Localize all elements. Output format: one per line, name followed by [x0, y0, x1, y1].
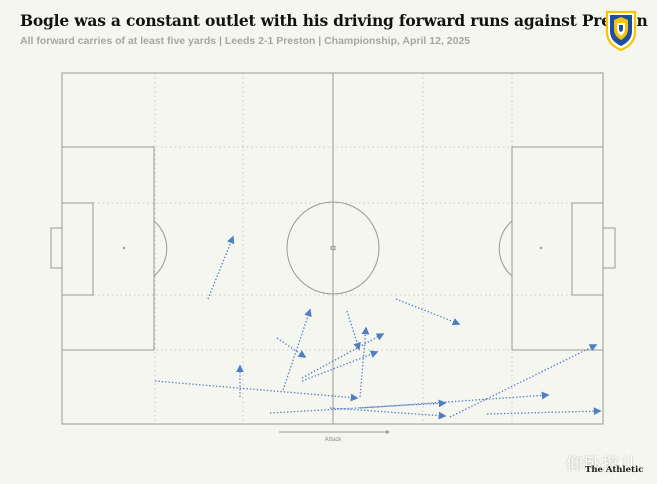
- carry-arrow: [282, 308, 312, 391]
- left-six-yard-box: [61, 202, 94, 296]
- carry-arrow: [301, 333, 385, 379]
- left-goal: [50, 227, 63, 269]
- right-six-yard-box: [571, 202, 604, 296]
- attack-arrowhead: [386, 430, 390, 434]
- centre-spot: [330, 246, 336, 250]
- pitch-markings: [50, 72, 616, 425]
- carry-arrow: [276, 337, 307, 358]
- right-penalty-spot: [539, 246, 543, 250]
- right-penalty-area: [511, 146, 604, 351]
- carry-arrow: [301, 350, 379, 382]
- attack-label: Attack: [325, 437, 343, 443]
- carry-arrow: [346, 310, 361, 351]
- watermark: 仰卧撑儿: [566, 455, 638, 475]
- right-penalty-arc: [498, 220, 513, 277]
- left-penalty-spot: [122, 246, 126, 250]
- carry-arrow: [329, 407, 447, 420]
- chart-title: Bogle was a constant outlet with his dri…: [20, 11, 648, 30]
- carry-arrow: [486, 407, 602, 416]
- carry-arrow: [449, 344, 598, 418]
- left-penalty-arc: [153, 220, 168, 277]
- carry-arrow: [359, 326, 370, 398]
- carry-arrow: [359, 391, 550, 409]
- carries-layer: [154, 235, 602, 420]
- the-athletic-logo: The Athletic: [585, 465, 644, 475]
- centre-circle: [286, 201, 380, 295]
- leeds-united-crest-icon: [605, 10, 637, 52]
- carry-arrow: [207, 235, 235, 300]
- left-penalty-area: [61, 146, 155, 351]
- right-goal: [602, 227, 616, 269]
- carry-arrow: [395, 298, 461, 326]
- chart-subtitle: All forward carries of at least five yar…: [20, 35, 471, 47]
- carry-arrow: [154, 380, 359, 402]
